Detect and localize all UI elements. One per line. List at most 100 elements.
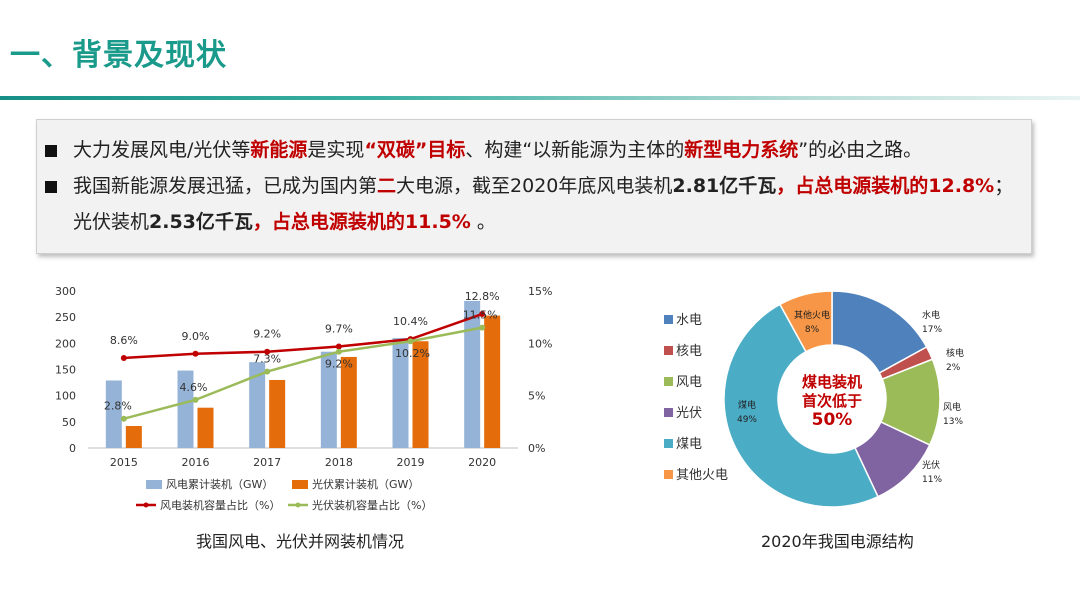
bullet-1-segment: 新型电力系统 <box>684 139 799 161</box>
x-tick-label: 2015 <box>110 456 138 469</box>
bullet-2-segment: 二 <box>377 175 397 197</box>
bullet-square-icon <box>45 145 57 157</box>
slice-name-label: 光伏 <box>922 459 940 471</box>
line-point <box>335 343 342 350</box>
bullet-square-icon <box>45 181 57 193</box>
line-point <box>120 415 127 422</box>
legend-swatch <box>664 377 673 386</box>
data-label-solar: 9.2% <box>325 358 353 371</box>
slice-name-label: 核电 <box>946 347 964 359</box>
legend-swatch <box>146 480 162 489</box>
data-label-wind: 8.6% <box>110 334 138 347</box>
data-label-solar: 4.6% <box>180 381 208 394</box>
bar-wind <box>320 351 337 448</box>
line-point <box>264 348 271 355</box>
center-label: 煤电装机 <box>802 373 862 391</box>
y-tick-label: 100 <box>55 390 76 403</box>
bar-wind <box>105 380 122 448</box>
bullet-2-segment: ；光伏装机 <box>73 175 1014 233</box>
legend-label: 其他火电 <box>676 468 728 483</box>
legend-swatch <box>664 315 673 324</box>
x-tick-label: 2019 <box>397 456 425 469</box>
slice-name-label: 风电 <box>943 401 961 413</box>
bullet-2-segment: 我国新能源发展迅猛，已成为国内第 <box>73 175 378 197</box>
legend-label: 光伏累计装机（GW） <box>312 477 419 491</box>
bullet-2-segment: 。 <box>470 211 496 233</box>
slice-value-label: 13% <box>943 417 963 427</box>
legend-swatch <box>664 408 673 417</box>
power-structure-chart: 水电 17% 核电 2% 风电 13% 光伏 11% 煤电 49% 其他火电 8% 煤电装机首次低于50… <box>664 290 964 508</box>
y-tick-label: 250 <box>55 311 76 324</box>
page-title: 一、背景及现状 <box>10 38 227 73</box>
bar-solar <box>412 341 429 448</box>
line-point <box>120 354 127 361</box>
center-label: 首次低于 <box>802 392 862 410</box>
slice-value-label: 17% <box>922 325 942 335</box>
slice-value-label: 11% <box>922 475 942 485</box>
bullet-2-segment: ，占总电源装机的12.8% <box>776 175 995 197</box>
legend-swatch <box>664 439 673 448</box>
legend-swatch <box>664 346 673 355</box>
right-chart-caption: 2020年我国电源结构 <box>761 532 914 551</box>
slice-value-label: 2% <box>946 363 961 373</box>
bullet-2-text: 我国新能源发展迅猛，已成为国内第二大电源，截至2020年底风电装机2.81亿千瓦… <box>73 175 1013 233</box>
bar-wind <box>392 338 409 448</box>
pie-slice-5 <box>778 290 833 353</box>
slice-value-label: 8% <box>805 325 820 335</box>
installed-capacity-chart: 0 50 100 150 200 250 300 0% 5% 10% 15% 2015 2016 2017… <box>55 285 552 512</box>
line-point <box>479 311 486 318</box>
bar-wind <box>464 300 481 448</box>
data-label-solar: 7.3% <box>253 353 281 366</box>
bar-wind <box>177 370 194 448</box>
y2-tick-label: 10% <box>528 337 552 350</box>
data-label-wind: 9.2% <box>253 328 281 341</box>
bar-wind <box>249 362 266 448</box>
data-label-wind: 9.7% <box>325 322 353 335</box>
bar-solar <box>197 407 214 448</box>
legend-label: 水电 <box>676 313 702 328</box>
y-tick-label: 0 <box>69 442 76 455</box>
title-divider <box>0 96 1080 100</box>
bar-solar <box>125 426 142 448</box>
bullet-1-text: 大力发展风电/光伏等新能源是实现“双碳”目标、构建“以新能源为主体的新型电力系统… <box>73 139 922 161</box>
summary-box: 大力发展风电/光伏等新能源是实现“双碳”目标、构建“以新能源为主体的新型电力系统… <box>36 119 1032 254</box>
y-tick-label: 50 <box>62 416 76 429</box>
pie-slice-4 <box>723 303 879 508</box>
series-line-wind <box>123 312 483 360</box>
legend-label: 风电累计装机（GW） <box>166 477 273 491</box>
bullet-1-segment: 新能源 <box>250 139 308 161</box>
y2-tick-label: 5% <box>528 390 545 403</box>
bar-solar <box>484 315 501 448</box>
bullet-1-segment: 是实现 <box>307 139 365 161</box>
y2-tick-label: 0% <box>528 442 545 455</box>
slice-name-label: 其他火电 <box>794 309 830 321</box>
series-line-solar <box>123 326 483 420</box>
legend-label: 风电装机容量占比（%） <box>160 498 280 512</box>
bullet-1-segment: ”的必由之路。 <box>798 139 923 161</box>
bullet-2: 我国新能源发展迅猛，已成为国内第二大电源，截至2020年底风电装机2.81亿千瓦… <box>45 168 1017 240</box>
bullet-1-segment: 、构建“以新能源为主体的 <box>465 139 685 161</box>
data-label-wind: 10.4% <box>393 315 428 328</box>
legend-label: 光伏装机容量占比（%） <box>312 498 432 512</box>
data-label-solar: 2.8% <box>104 400 132 413</box>
legend-marker <box>295 502 301 508</box>
line-point <box>192 396 199 403</box>
bullet-1-segment: “双碳”目标 <box>364 139 466 161</box>
y2-tick-label: 15% <box>528 285 552 298</box>
legend-label: 风电 <box>676 375 702 390</box>
y-tick-label: 200 <box>55 337 76 350</box>
data-label-solar: 10.2% <box>395 347 430 360</box>
bullet-2-segment: 大电源，截至2020年底风电装机 <box>396 175 673 197</box>
bar-solar <box>340 356 357 448</box>
y-tick-label: 150 <box>55 364 76 377</box>
bullet-1-segment: 大力发展风电/光伏等 <box>73 139 251 161</box>
center-label: 50% <box>812 410 853 430</box>
bullet-2-segment: 2.53亿千瓦 <box>149 211 253 233</box>
left-chart-caption: 我国风电、光伏并网装机情况 <box>196 532 405 551</box>
x-tick-label: 2018 <box>325 456 353 469</box>
line-point <box>479 324 486 331</box>
line-point <box>264 368 271 375</box>
legend-label: 核电 <box>676 344 702 359</box>
x-tick-label: 2016 <box>182 456 210 469</box>
bar-solar <box>269 379 286 448</box>
